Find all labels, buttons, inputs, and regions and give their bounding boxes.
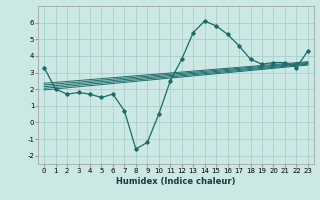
X-axis label: Humidex (Indice chaleur): Humidex (Indice chaleur) bbox=[116, 177, 236, 186]
